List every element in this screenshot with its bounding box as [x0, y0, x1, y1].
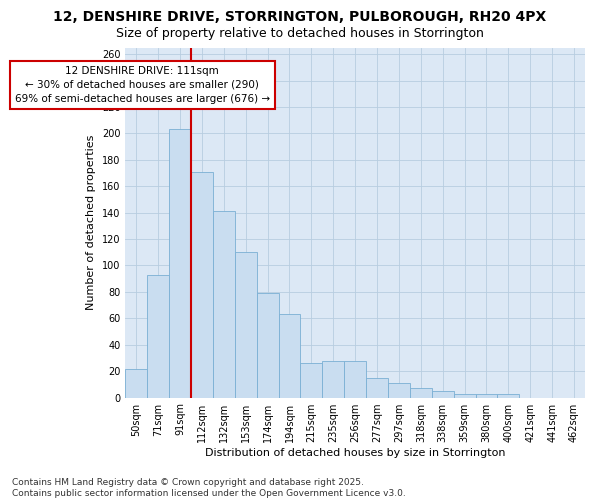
Bar — [125, 368, 147, 398]
Bar — [235, 252, 257, 398]
Bar — [147, 274, 169, 398]
Y-axis label: Number of detached properties: Number of detached properties — [86, 135, 96, 310]
Bar — [366, 378, 388, 398]
Bar — [169, 130, 191, 398]
Bar — [213, 212, 235, 398]
Bar — [388, 383, 410, 398]
Bar — [454, 394, 476, 398]
Text: Contains HM Land Registry data © Crown copyright and database right 2025.
Contai: Contains HM Land Registry data © Crown c… — [12, 478, 406, 498]
Bar — [191, 172, 213, 398]
Text: Size of property relative to detached houses in Storrington: Size of property relative to detached ho… — [116, 28, 484, 40]
Bar — [497, 394, 520, 398]
Bar — [432, 391, 454, 398]
Bar — [410, 388, 432, 398]
Bar — [322, 360, 344, 398]
Bar — [344, 360, 366, 398]
Bar — [301, 363, 322, 398]
Bar — [257, 293, 278, 398]
X-axis label: Distribution of detached houses by size in Storrington: Distribution of detached houses by size … — [205, 448, 505, 458]
Text: 12, DENSHIRE DRIVE, STORRINGTON, PULBOROUGH, RH20 4PX: 12, DENSHIRE DRIVE, STORRINGTON, PULBORO… — [53, 10, 547, 24]
Bar — [476, 394, 497, 398]
Bar — [278, 314, 301, 398]
Text: 12 DENSHIRE DRIVE: 111sqm
← 30% of detached houses are smaller (290)
69% of semi: 12 DENSHIRE DRIVE: 111sqm ← 30% of detac… — [15, 66, 270, 104]
